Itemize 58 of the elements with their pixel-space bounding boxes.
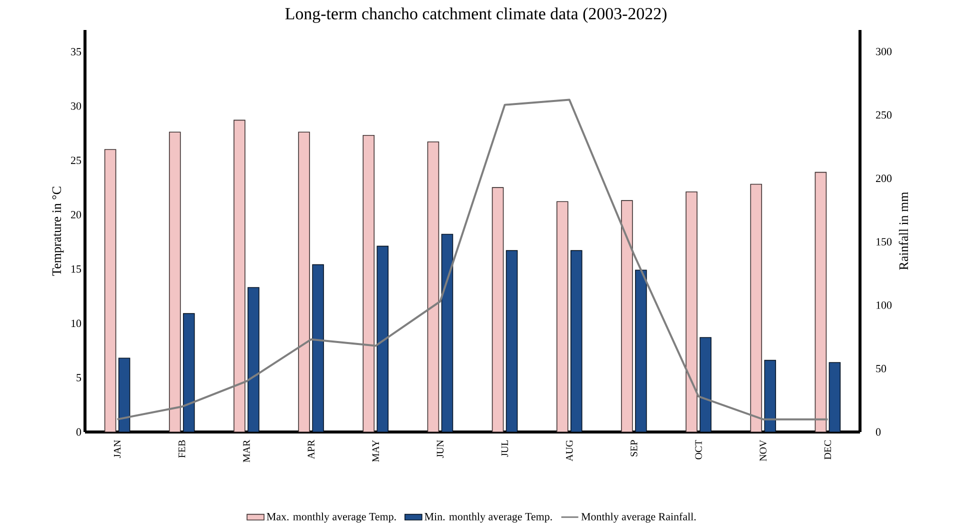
bar xyxy=(182,313,195,432)
x-tick-label: FEB xyxy=(178,440,186,458)
legend-label: Min. monthly average Temp. xyxy=(424,512,552,523)
x-tick-label: APR xyxy=(308,440,314,460)
x-tick-label: AUG xyxy=(566,440,573,462)
bar xyxy=(814,172,827,432)
bar xyxy=(362,134,375,432)
bar xyxy=(556,201,568,432)
bar xyxy=(828,362,841,432)
y2-tick-label: 250 xyxy=(876,111,892,119)
bar xyxy=(506,250,518,432)
y2-tick-label: 150 xyxy=(876,238,892,246)
bar xyxy=(686,191,698,432)
x-tick-label: JAN xyxy=(114,440,121,458)
bar xyxy=(570,250,582,432)
y-axis-title: Temprature in °C xyxy=(52,186,64,276)
y2-tick-label: 100 xyxy=(876,301,892,309)
bar xyxy=(168,132,181,432)
y2-tick-label: 0 xyxy=(876,428,881,436)
x-tick-label: MAY xyxy=(372,440,379,462)
x-tick-label: JUL xyxy=(501,440,508,457)
y-tick-label: 25 xyxy=(71,156,82,164)
y-tick-label: 20 xyxy=(71,211,82,218)
bar xyxy=(621,200,633,432)
legend-label: Max. monthly average Temp. xyxy=(266,512,396,523)
bar xyxy=(441,234,454,432)
y2-tick-label: 200 xyxy=(876,174,892,182)
bar xyxy=(312,264,324,432)
x-tick-label: OCT xyxy=(695,440,702,460)
y2-tick-label: 300 xyxy=(876,48,892,56)
bar xyxy=(248,287,260,432)
y-tick-label: 5 xyxy=(76,374,82,382)
x-tick-label: NOV xyxy=(760,440,767,462)
bar xyxy=(376,246,389,432)
x-tick-label: MAR xyxy=(243,440,250,462)
x-tick-label: JUN xyxy=(436,440,444,458)
y-tick-label: 10 xyxy=(71,320,82,328)
y-tick-label: 0 xyxy=(76,428,82,436)
y2-axis-title: Rainfall in mm xyxy=(898,192,908,270)
chart-title: Long-term chancho catchment climate data (2003-2022) xyxy=(285,8,666,23)
bar xyxy=(492,187,504,432)
bar xyxy=(427,142,440,432)
y2-tick-label: 50 xyxy=(876,364,886,372)
legend-label: Monthly average Rainfall. xyxy=(581,512,696,523)
x-tick-label: DEC xyxy=(824,440,832,460)
bar xyxy=(750,184,762,432)
bar xyxy=(700,337,712,432)
line-series xyxy=(116,98,829,420)
y-tick-label: 15 xyxy=(71,265,82,273)
y-tick-label: 35 xyxy=(71,48,82,56)
bar xyxy=(635,270,647,432)
bar xyxy=(764,360,776,432)
bar xyxy=(118,358,130,432)
bar xyxy=(104,149,116,432)
y-tick-label: 30 xyxy=(71,102,82,110)
x-tick-label: SEP xyxy=(630,440,638,456)
bar xyxy=(234,120,246,432)
bar xyxy=(298,132,310,432)
